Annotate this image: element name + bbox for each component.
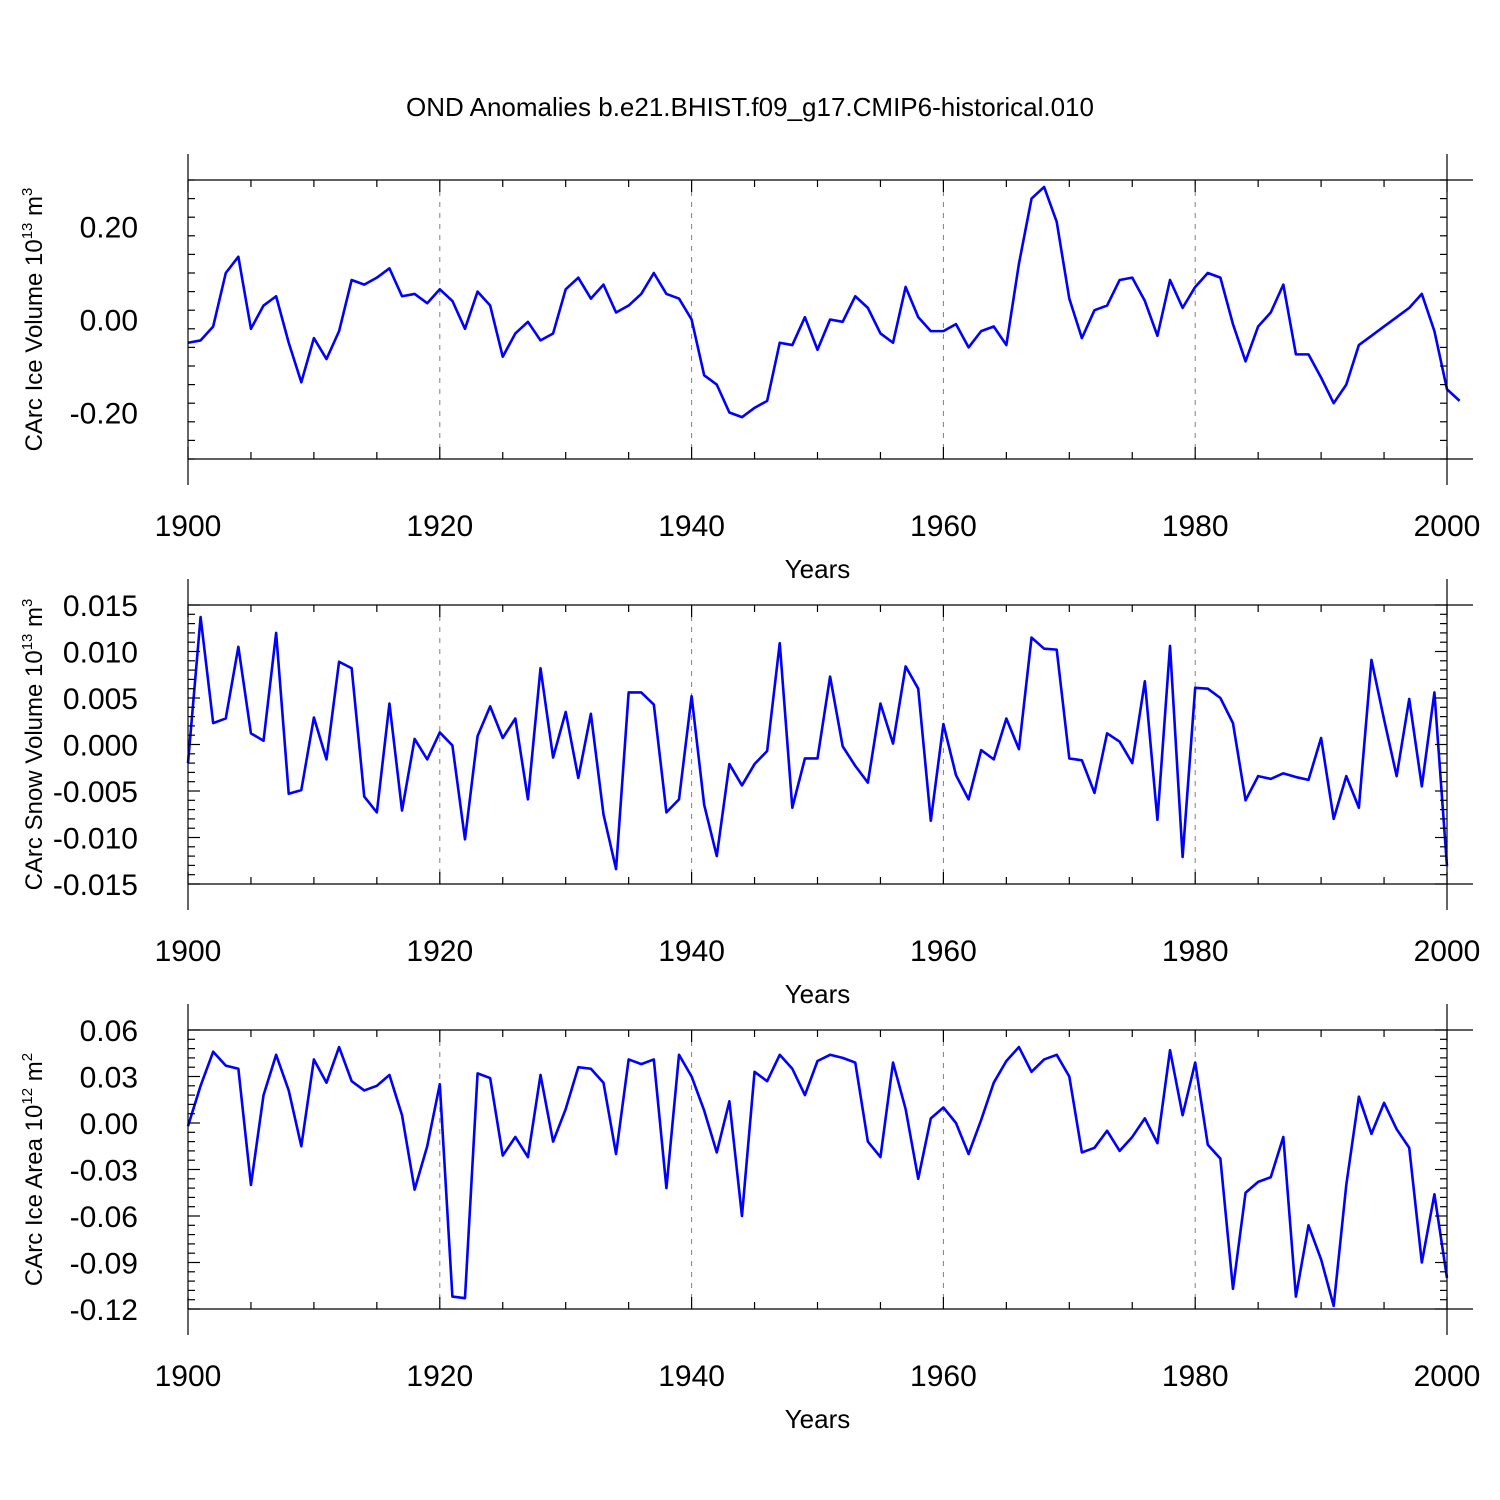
- snow-volume-panel: 0.015 0.010 0.005 0.000 -0.005 -0.010 -0.015 19…: [19, 579, 1480, 1009]
- y-label-unit2: m: [21, 607, 48, 634]
- ice-volume-panel: 0.20 0.00 -0.20 1900 1920 1940 1960 1980 2000 Yea…: [19, 154, 1480, 584]
- y-label-exponent2: 2: [19, 1053, 36, 1061]
- y-label-name: CArc Snow Volume: [21, 677, 48, 890]
- y-label-exponent: 13: [19, 223, 36, 240]
- snow-volume-series-line: [186, 615, 1449, 871]
- y-tick-label: -0.005: [53, 776, 138, 809]
- y-label-unit: 10: [21, 1105, 48, 1132]
- y-label-exponent2: 3: [19, 188, 36, 196]
- ice-area-series-line: [186, 1045, 1449, 1308]
- y-tick-label: 0.06: [80, 1015, 138, 1048]
- x-tick-label: 2000: [1414, 510, 1481, 543]
- ice-volume-series-line: [187, 185, 1461, 419]
- x-tick-label: 1980: [1162, 935, 1229, 968]
- y-tick-label: -0.03: [70, 1155, 138, 1188]
- x-tick-label: 2000: [1414, 1360, 1481, 1393]
- y-tick-label: -0.09: [70, 1248, 138, 1281]
- x-tick-label: 1940: [658, 510, 725, 543]
- x-tick-label: 1900: [155, 510, 222, 543]
- x-tick-label: 1960: [910, 510, 977, 543]
- y-tick-label: 0.000: [63, 730, 138, 763]
- x-tick-label: 1920: [406, 1360, 473, 1393]
- chart-title: OND Anomalies b.e21.BHIST.f09_g17.CMIP6-…: [406, 92, 1094, 122]
- x-tick-label: 1920: [406, 935, 473, 968]
- y-label-exponent2: 3: [19, 599, 36, 607]
- y-tick-label: -0.20: [70, 398, 138, 431]
- y-tick-label: 0.015: [63, 590, 138, 623]
- y-tick-label: 0.010: [63, 637, 138, 670]
- y-tick-label: 0.03: [80, 1062, 138, 1095]
- y-label-unit2: m: [21, 1061, 48, 1088]
- y-label-name: CArc Ice Volume: [21, 266, 48, 451]
- y-tick-label: 0.005: [63, 683, 138, 716]
- x-axis-label: Years: [785, 979, 851, 1009]
- x-tick-label: 1960: [910, 1360, 977, 1393]
- x-tick-label: 2000: [1414, 935, 1481, 968]
- y-tick-label: -0.015: [53, 869, 138, 902]
- y-tick-label: -0.06: [70, 1201, 138, 1234]
- x-axis-label: Years: [785, 554, 851, 584]
- y-label-unit: 10: [21, 650, 48, 677]
- y-axis-label: CArc Ice Area 1012 m2: [19, 1053, 48, 1286]
- y-axis-label: CArc Snow Volume 1013 m3: [19, 599, 48, 891]
- y-label-unit: 10: [21, 239, 48, 266]
- y-tick-label: -0.010: [53, 823, 138, 856]
- y-tick-label: 0.00: [80, 1108, 138, 1141]
- y-axis-label: CArc Ice Volume 1013 m3: [19, 188, 48, 452]
- x-tick-label: 1940: [658, 1360, 725, 1393]
- ice-area-panel: 0.06 0.03 0.00 -0.03 -0.06 -0.09 -0.12 1900 1920…: [19, 1004, 1480, 1434]
- y-label-unit2: m: [21, 196, 48, 223]
- x-tick-label: 1900: [155, 1360, 222, 1393]
- x-tick-label: 1900: [155, 935, 222, 968]
- x-tick-label: 1960: [910, 935, 977, 968]
- y-label-name: CArc Ice Area: [21, 1131, 48, 1286]
- y-label-exponent: 12: [19, 1088, 36, 1105]
- x-tick-label: 1940: [658, 935, 725, 968]
- x-tick-label: 1920: [406, 510, 473, 543]
- x-axis-label: Years: [785, 1404, 851, 1434]
- y-label-exponent: 13: [19, 634, 36, 651]
- x-tick-label: 1980: [1162, 510, 1229, 543]
- y-tick-label: -0.12: [70, 1294, 138, 1327]
- x-tick-label: 1980: [1162, 1360, 1229, 1393]
- y-tick-label: 0.00: [80, 305, 138, 338]
- y-tick-label: 0.20: [80, 212, 138, 245]
